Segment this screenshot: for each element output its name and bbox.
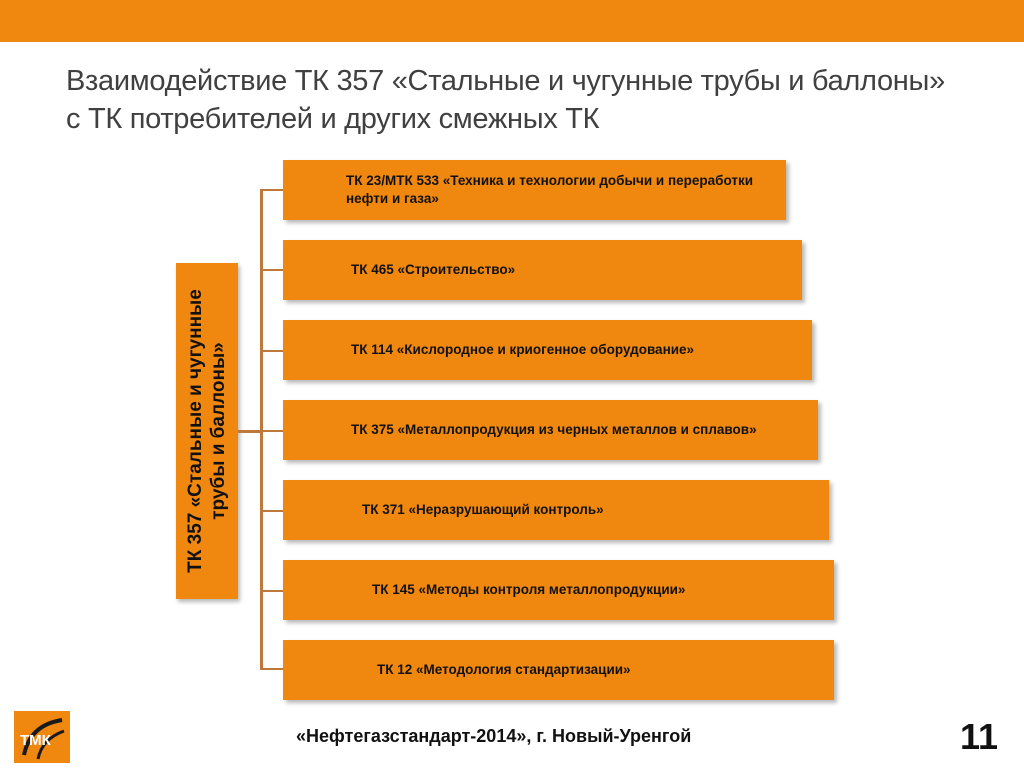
tmk-logo-icon: ТМК	[20, 718, 65, 760]
tmk-logo-lettering: ТМК	[20, 732, 52, 749]
main-connector	[238, 430, 262, 433]
committee-label: ТК 23/МТК 533 «Техника и технологии добы…	[346, 173, 754, 206]
committee-box-tk465: ТК 465 «Строительство»	[283, 240, 802, 300]
connector-spine	[260, 189, 263, 670]
committee-box-tk375: ТК 375 «Металлопродукция из черных метал…	[283, 400, 818, 460]
committee-label: ТК 371 «Неразрушающий контроль»	[362, 502, 604, 517]
committee-box-tk114: ТК 114 «Кислородное и криогенное оборудо…	[283, 320, 812, 380]
top-accent-bar	[0, 0, 1024, 42]
branch-connector	[260, 590, 283, 592]
branch-connector	[260, 430, 283, 432]
central-committee-label: ТК 357 «Стальные и чугунные трубы и балл…	[185, 289, 229, 573]
committee-box-tk371: ТК 371 «Неразрушающий контроль»	[283, 480, 829, 540]
committee-box-tk145: ТК 145 «Методы контроля металлопродукции…	[283, 560, 834, 620]
footer-event-text: «Нефтегазстандарт-2014», г. Новый-Уренго…	[296, 726, 692, 746]
committee-label: ТК 375 «Металлопродукция из черных метал…	[351, 422, 757, 437]
central-committee-box: ТК 357 «Стальные и чугунные трубы и балл…	[176, 263, 238, 599]
committee-box-tk23: ТК 23/МТК 533 «Техника и технологии добы…	[283, 160, 786, 220]
branch-connector	[260, 269, 283, 271]
committee-label: ТК 145 «Методы контроля металлопродукции…	[372, 582, 686, 597]
branch-connector	[260, 510, 283, 512]
branch-connector	[260, 350, 283, 352]
tmk-logo: ТМК	[14, 711, 70, 763]
committee-label: ТК 465 «Строительство»	[351, 262, 516, 277]
committee-label: ТК 114 «Кислородное и криогенное оборудо…	[351, 342, 695, 357]
committee-box-tk12: ТК 12 «Методология стандартизации»	[283, 640, 834, 700]
branch-connector	[260, 189, 283, 191]
committee-label: ТК 12 «Методология стандартизации»	[377, 662, 631, 677]
slide-title: Взаимодействие ТК 357 «Стальные и чугунн…	[66, 65, 945, 135]
page-number: 11	[960, 716, 999, 757]
branch-connector	[260, 668, 283, 670]
